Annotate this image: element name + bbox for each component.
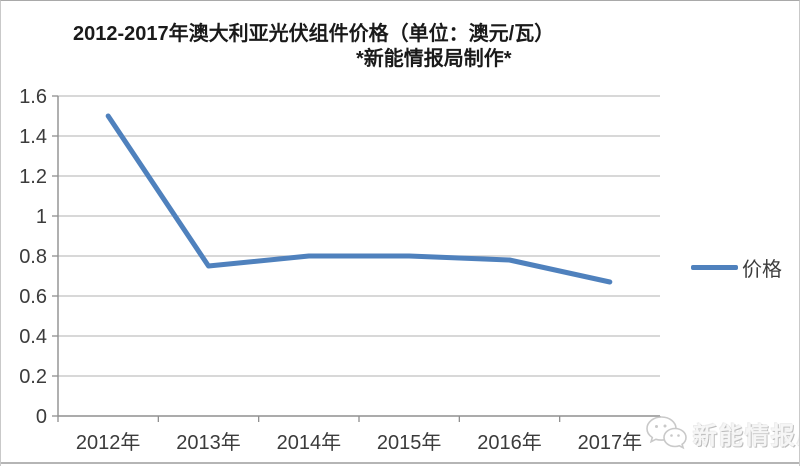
y-tick-label: 0.2 <box>19 366 47 388</box>
y-tick-label: 1 <box>36 206 47 228</box>
x-tick-label: 2012年 <box>76 431 141 454</box>
x-tick-label: 2013年 <box>176 431 241 454</box>
x-tick-label: 2016年 <box>477 431 542 454</box>
y-tick-label: 1.4 <box>19 126 47 148</box>
legend-label: 价格 <box>742 259 782 281</box>
y-tick-label: 1.6 <box>19 86 47 108</box>
x-tick-label: 2014年 <box>277 431 342 454</box>
series-line-价格 <box>105 113 613 285</box>
y-tick-label: 1.2 <box>19 166 47 188</box>
watermark: 新能情报局 <box>644 412 799 454</box>
y-tick-label: 0.8 <box>19 246 47 268</box>
legend: 价格 <box>691 257 782 281</box>
chart-title: 2012-2017年澳大利亚光伏组件价格（单位：澳元/瓦） <box>73 23 555 45</box>
bottom-divider <box>1 462 799 464</box>
y-tick-label: 0 <box>36 406 47 428</box>
chart-subtitle: *新能情报局制作* <box>356 48 512 70</box>
watermark-text: 新能情报局 <box>693 422 799 450</box>
y-tick-label: 0.4 <box>19 326 47 348</box>
legend-line-swatch <box>691 265 738 270</box>
y-tick-label: 0.6 <box>19 286 47 308</box>
x-tick-label: 2015年 <box>377 431 442 454</box>
x-tick-label: 2017年 <box>578 431 643 454</box>
wechat-icon <box>646 416 687 450</box>
